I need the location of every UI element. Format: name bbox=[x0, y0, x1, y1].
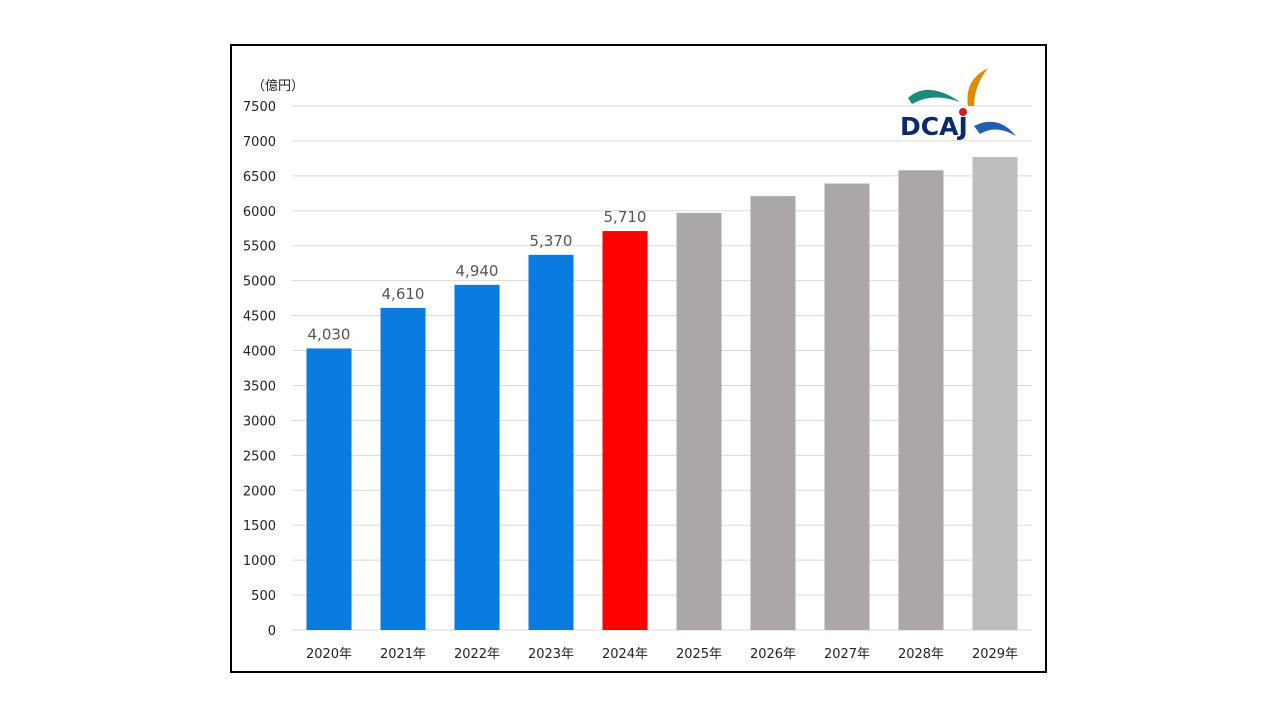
bar-2023年 bbox=[528, 254, 574, 631]
bar-chart: 0 500 1000 1500 2000 2500 3000 3500 4000 4500 5000… bbox=[243, 68, 1032, 662]
x-tick-label: 2022年 bbox=[454, 647, 500, 662]
y-tick-label: 5500 bbox=[243, 240, 276, 255]
bar-2024年 bbox=[602, 231, 648, 630]
y-tick-label: 4500 bbox=[243, 310, 276, 325]
bar-2027年 bbox=[824, 183, 870, 630]
y-tick-label: 7000 bbox=[243, 135, 276, 150]
bar-2029年 bbox=[972, 157, 1018, 630]
x-tick-label: 2021年 bbox=[380, 647, 426, 662]
y-tick-label: 1000 bbox=[243, 554, 276, 569]
y-tick-label: 1500 bbox=[243, 519, 276, 534]
y-axis-unit-label: （億円） bbox=[252, 78, 304, 94]
data-label-2023年: 5,370 bbox=[530, 232, 573, 250]
y-tick-label: 2000 bbox=[243, 484, 276, 499]
y-tick-label: 500 bbox=[251, 589, 276, 604]
y-tick-label: 2500 bbox=[243, 449, 276, 464]
data-label-2021年: 4,610 bbox=[382, 285, 425, 303]
x-tick-label: 2026年 bbox=[750, 647, 796, 662]
x-tick-label: 2024年 bbox=[602, 647, 648, 662]
bar-2025年 bbox=[676, 212, 722, 630]
logo-text: DCAJ bbox=[900, 112, 968, 141]
y-tick-label: 6000 bbox=[243, 205, 276, 220]
y-tick-label: 6500 bbox=[243, 170, 276, 185]
x-axis-labels: 2020年 2021年 2022年 2023年 2024年 2025年 2026年 2027年… bbox=[306, 647, 1018, 662]
y-tick-label: 3000 bbox=[243, 414, 276, 429]
bar-2020年 bbox=[306, 348, 352, 630]
dcaj-logo: DCAJ bbox=[900, 68, 1016, 141]
data-label-2024年: 5,710 bbox=[604, 208, 647, 226]
bar-2022年 bbox=[454, 284, 500, 630]
data-label-2022年: 4,940 bbox=[456, 262, 499, 280]
bar-2028年 bbox=[898, 170, 944, 630]
y-tick-label: 3500 bbox=[243, 379, 276, 394]
logo-orange-swoosh bbox=[967, 68, 988, 106]
y-tick-label: 0 bbox=[268, 624, 276, 639]
y-tick-label: 5000 bbox=[243, 275, 276, 290]
x-tick-label: 2029年 bbox=[972, 647, 1018, 662]
y-axis-ticks: 0 500 1000 1500 2000 2500 3000 3500 4000 4500 5000… bbox=[243, 100, 276, 639]
x-tick-label: 2025年 bbox=[676, 647, 722, 662]
bar-2026年 bbox=[750, 196, 796, 631]
logo-blue-swoosh bbox=[974, 121, 1016, 136]
x-tick-label: 2028年 bbox=[898, 647, 944, 662]
chart-frame: 0 500 1000 1500 2000 2500 3000 3500 4000 4500 5000… bbox=[230, 44, 1047, 673]
logo-red-dot bbox=[959, 108, 967, 116]
y-tick-label: 4000 bbox=[243, 345, 276, 360]
x-tick-label: 2020年 bbox=[306, 647, 352, 662]
x-tick-label: 2023年 bbox=[528, 647, 574, 662]
data-label-2020年: 4,030 bbox=[308, 325, 351, 343]
bar-2021年 bbox=[380, 307, 426, 630]
x-tick-label: 2027年 bbox=[824, 647, 870, 662]
bars bbox=[306, 157, 1018, 631]
y-tick-label: 7500 bbox=[243, 100, 276, 115]
logo-teal-swoosh bbox=[908, 89, 960, 104]
data-labels: 4,030 4,610 4,940 5,370 5,710 bbox=[308, 208, 647, 343]
